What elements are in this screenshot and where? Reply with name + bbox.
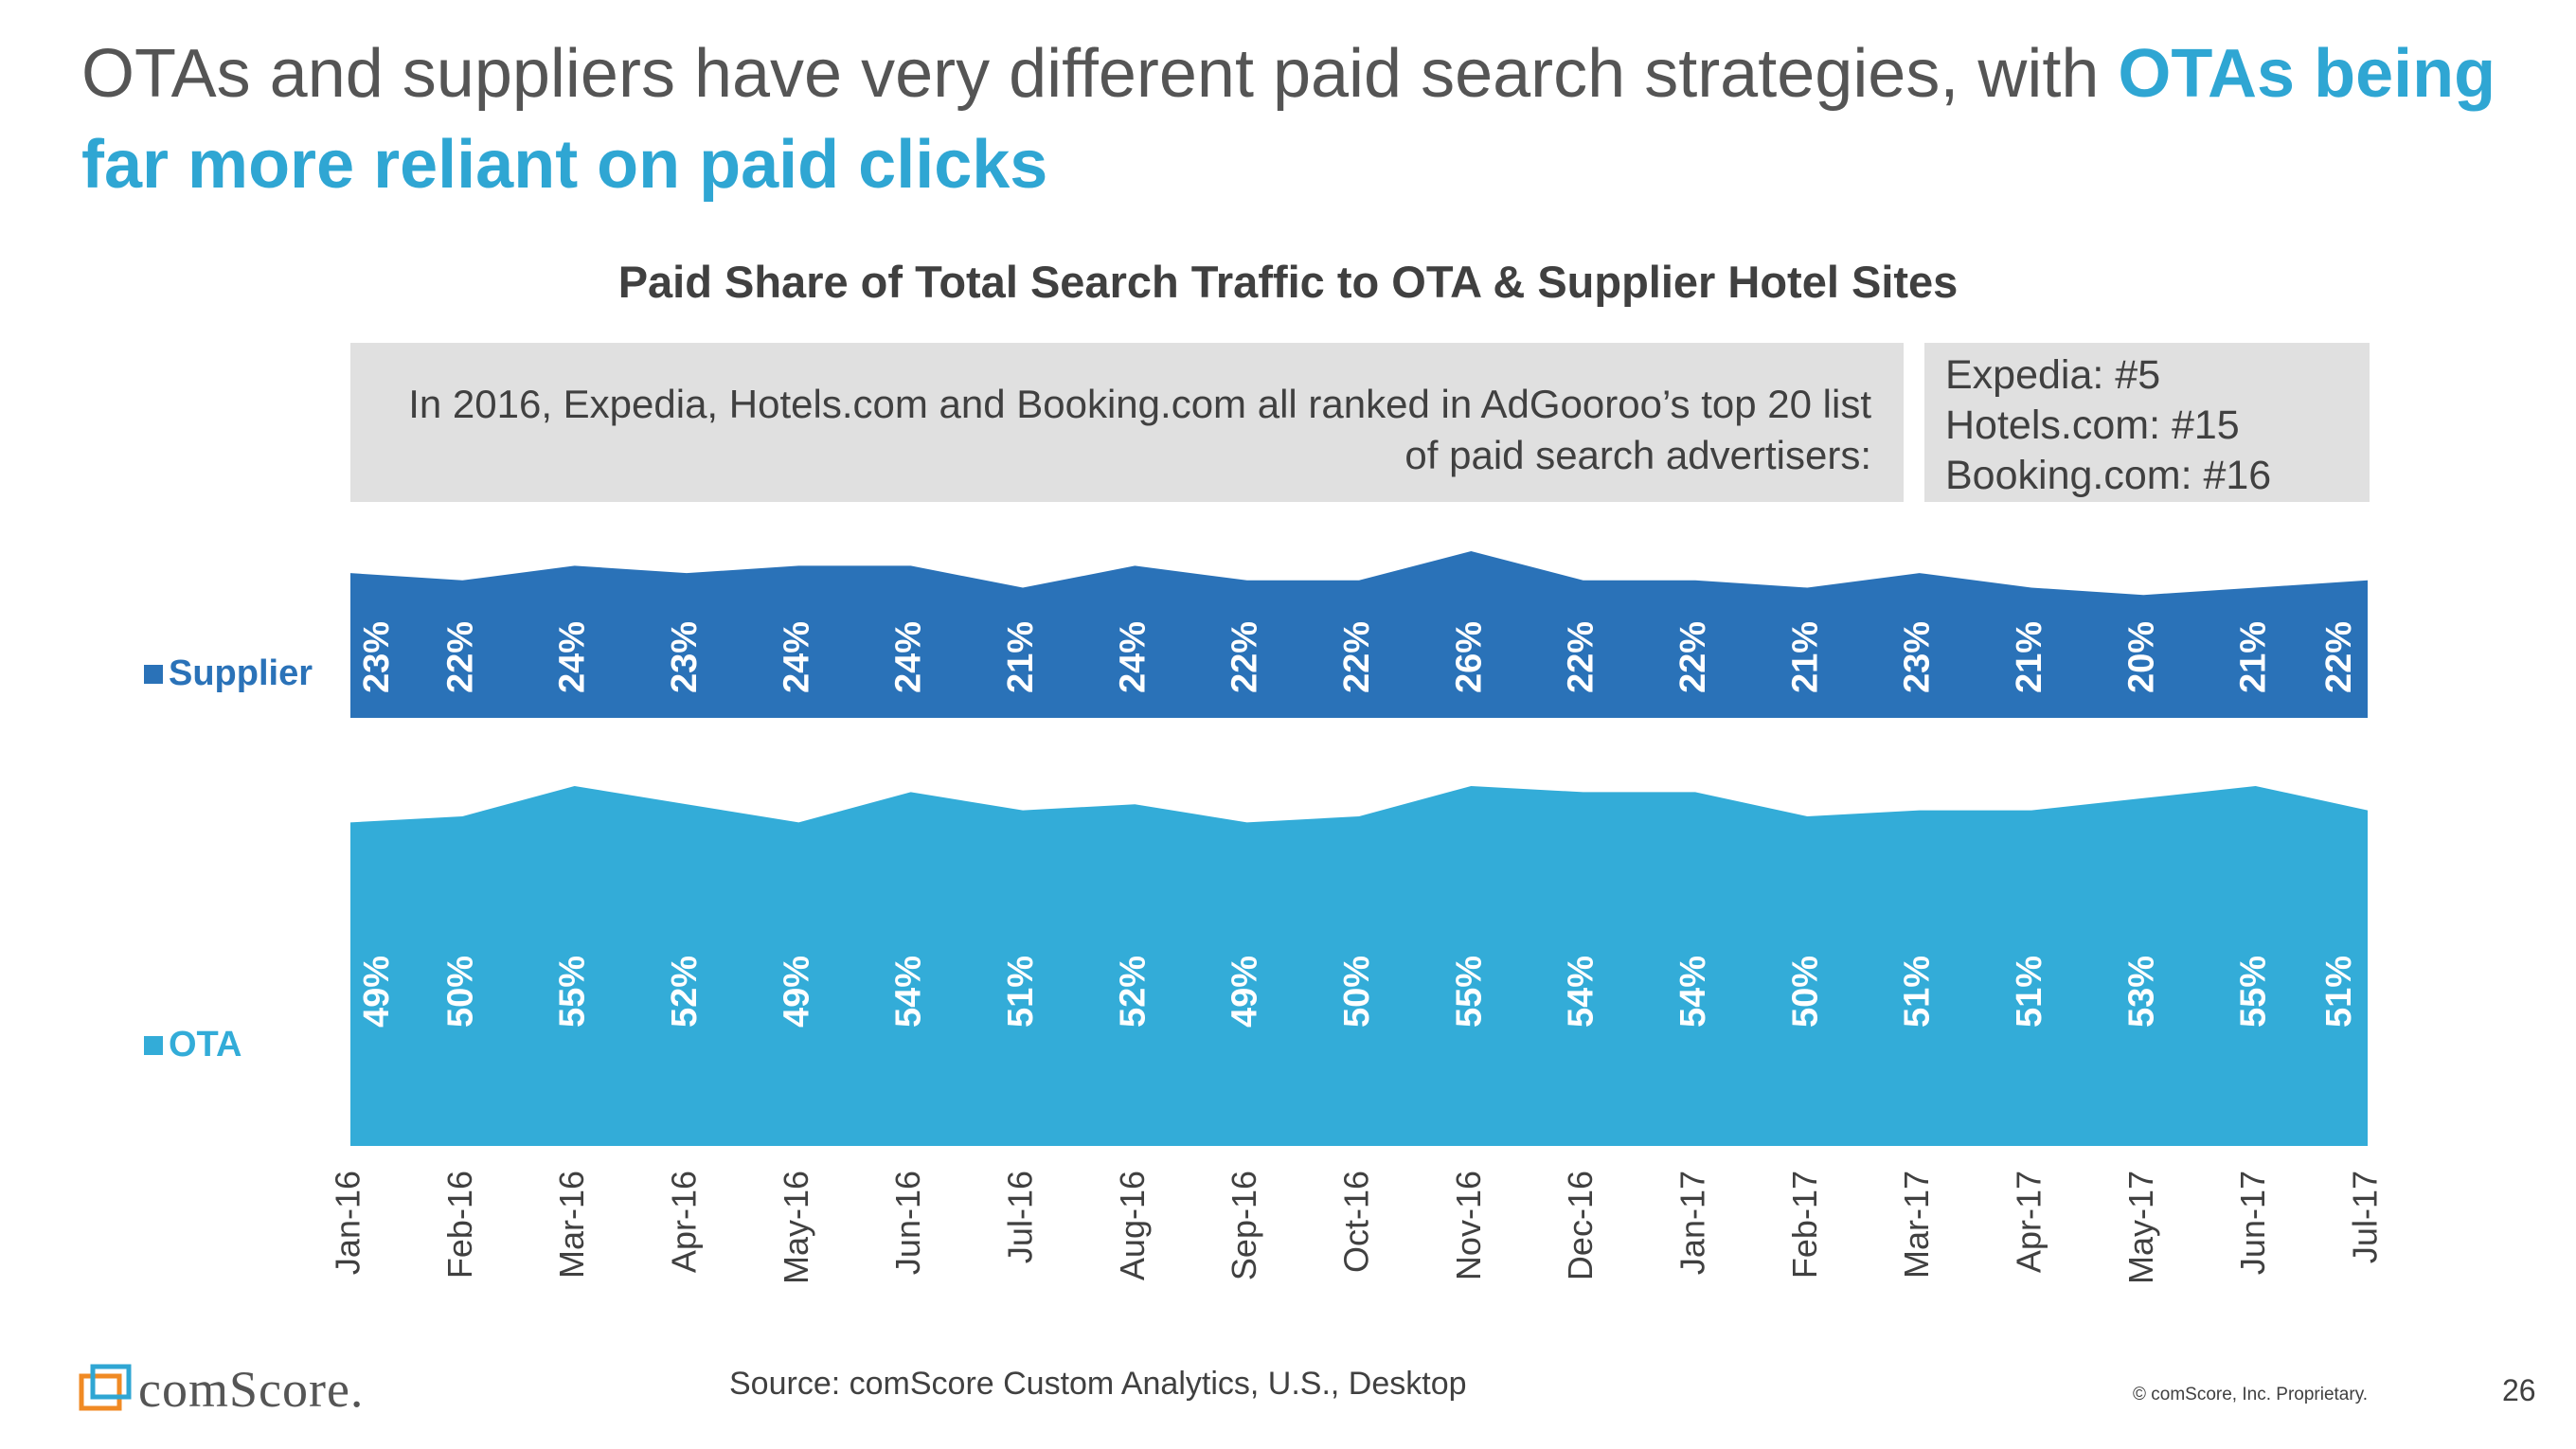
headline-highlight: OTAs being far more reliant on paid clic… (81, 36, 2496, 203)
supplier-data-label: 20% (2121, 621, 2161, 693)
footer-source: Source: comScore Custom Analytics, U.S.,… (729, 1366, 1467, 1402)
chart-title: Paid Share of Total Search Traffic to OT… (617, 257, 1959, 307)
x-tick-label: Dec-16 (1561, 1171, 1600, 1280)
paid-share-chart: 23% 49% 22% 50% 24% 55% 23% 52% 24% 49% 24% 54% 21% 5… (329, 551, 2385, 1284)
supplier-area (350, 551, 2368, 718)
x-tick-label: Nov-16 (1449, 1171, 1488, 1280)
supplier-data-label: 21% (1785, 621, 1825, 693)
ota-data-label: 54% (1562, 956, 1601, 1028)
rank-booking: Booking.com: #16 (1945, 453, 2272, 498)
supplier-data-label: 22% (1673, 621, 1713, 693)
supplier-data-label: 21% (2010, 621, 2049, 693)
supplier-data-label: 22% (1225, 621, 1265, 693)
ota-data-label: 50% (1337, 956, 1377, 1028)
comscore-logo: comScore. (78, 1360, 364, 1419)
ota-data-label: 49% (1225, 956, 1265, 1028)
x-tick-label: Jun-17 (2233, 1171, 2272, 1275)
x-tick-label: Jul-17 (2346, 1171, 2385, 1263)
ota-area (350, 786, 2368, 1146)
x-tick-label: Jul-16 (1001, 1171, 1040, 1263)
x-tick-label: Jan-16 (329, 1171, 367, 1275)
supplier-data-label: 21% (2234, 621, 2274, 693)
supplier-data-label: 23% (1898, 621, 1938, 693)
x-tick-label: Oct-16 (1337, 1171, 1376, 1273)
x-tick-label: Feb-16 (440, 1171, 479, 1279)
ota-data-label: 52% (1113, 956, 1153, 1028)
supplier-data-label: 22% (2319, 621, 2359, 693)
supplier-data-label: 24% (777, 621, 816, 693)
x-tick-label: Aug-16 (1113, 1171, 1152, 1280)
supplier-data-label: 24% (553, 621, 593, 693)
x-tick-label: Mar-16 (552, 1171, 591, 1279)
note-text: In 2016, Expedia, Hotels.com and Booking… (408, 382, 1871, 477)
rank-expedia: Expedia: #5 (1945, 352, 2161, 398)
legend-supplier-swatch (144, 664, 163, 684)
ota-data-label: 51% (1001, 956, 1041, 1028)
ota-data-label: 50% (440, 956, 480, 1028)
legend-supplier-label: Supplier (169, 653, 313, 693)
ota-data-label: 55% (2234, 956, 2274, 1028)
x-tick-label: Apr-17 (2010, 1171, 2048, 1273)
ota-data-label: 55% (553, 956, 593, 1028)
ota-data-label: 51% (2010, 956, 2049, 1028)
legend-ota-label: OTA (169, 1025, 242, 1064)
page-number: 26 (2502, 1373, 2536, 1407)
copyright: © comScore, Inc. Proprietary. (2133, 1385, 2369, 1404)
x-tick-label: Feb-17 (1785, 1171, 1824, 1279)
ota-data-label: 49% (357, 956, 397, 1028)
supplier-data-label: 23% (357, 621, 397, 693)
supplier-data-label: 24% (889, 621, 929, 693)
ota-data-label: 51% (1898, 956, 1938, 1028)
ota-data-label: 50% (1785, 956, 1825, 1028)
supplier-data-label: 22% (440, 621, 480, 693)
legend-supplier: Supplier (144, 653, 313, 694)
x-tick-label: Apr-16 (665, 1171, 704, 1273)
x-tick-label: Mar-17 (1897, 1171, 1936, 1279)
ota-data-label: 55% (1449, 956, 1489, 1028)
ota-data-label: 54% (1673, 956, 1713, 1028)
supplier-data-label: 21% (1001, 621, 1041, 693)
supplier-data-label: 22% (1337, 621, 1377, 693)
legend-ota: OTA (144, 1025, 242, 1065)
rank-box: Expedia: #5 Hotels.com: #15 Booking.com:… (1924, 343, 2370, 502)
ota-data-label: 54% (889, 956, 929, 1028)
ota-data-label: 51% (2319, 956, 2359, 1028)
supplier-data-label: 23% (665, 621, 705, 693)
note-box: In 2016, Expedia, Hotels.com and Booking… (350, 343, 1904, 502)
ota-data-label: 53% (2121, 956, 2161, 1028)
x-tick-label: Sep-16 (1225, 1171, 1263, 1280)
supplier-data-label: 26% (1449, 621, 1489, 693)
supplier-data-label: 22% (1562, 621, 1601, 693)
rank-hotels: Hotels.com: #15 (1945, 402, 2240, 448)
ota-data-label: 52% (665, 956, 705, 1028)
x-tick-label: Jan-17 (1673, 1171, 1712, 1275)
headline-part1: OTAs and suppliers have very different p… (81, 36, 2119, 112)
x-tick-label: Jun-16 (888, 1171, 927, 1275)
comscore-logo-text: comScore. (138, 1361, 365, 1418)
x-tick-label: May-16 (777, 1171, 815, 1284)
legend-ota-swatch (144, 1035, 163, 1055)
supplier-data-label: 24% (1113, 621, 1153, 693)
comscore-logo-icon (79, 1364, 132, 1411)
x-tick-label: May-17 (2121, 1171, 2160, 1284)
ota-data-label: 49% (777, 956, 816, 1028)
headline: OTAs and suppliers have very different p… (81, 28, 2506, 210)
